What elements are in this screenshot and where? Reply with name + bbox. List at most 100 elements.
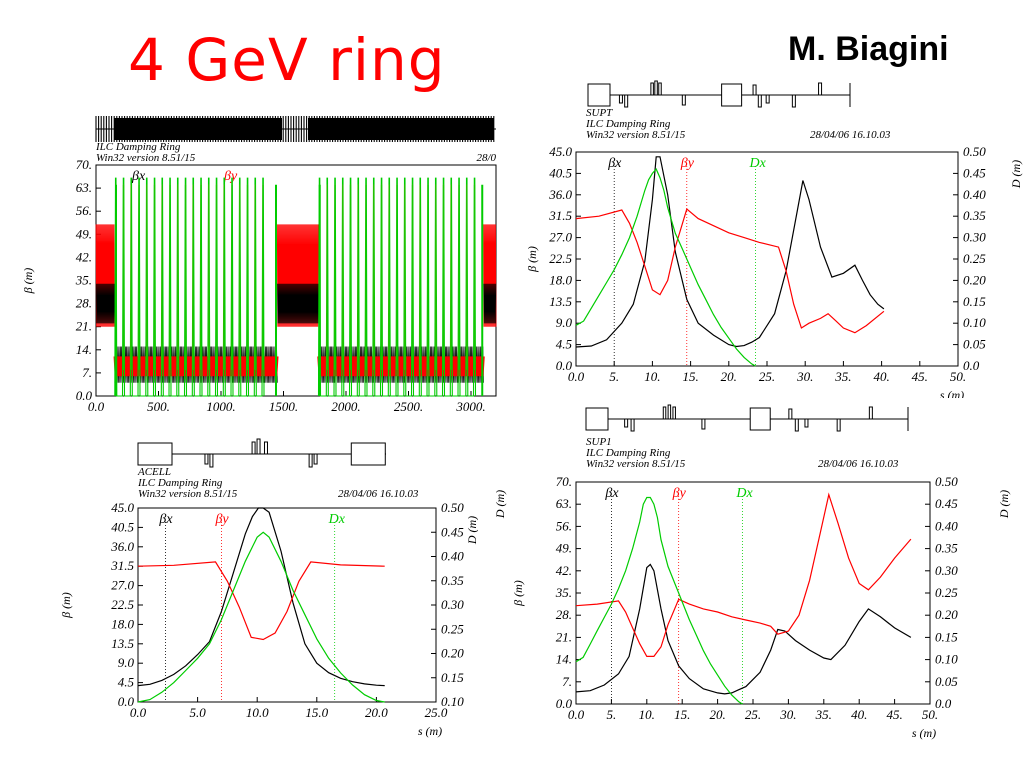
plot-frame <box>575 481 931 705</box>
y2-tick-label: 0.15 <box>441 670 464 685</box>
lattice-quadrupole <box>630 418 635 432</box>
series-line-2 <box>137 561 385 641</box>
y-axis-label: β (m) <box>59 592 73 619</box>
chart-header-line: ILC Damping Ring <box>95 141 181 153</box>
y2-tick-label: 0.0 <box>935 696 952 711</box>
x-tick-label: 5.0 <box>189 705 206 720</box>
lattice-quadrupole <box>757 94 762 108</box>
y-tick-label: 56. <box>556 518 572 533</box>
legend-entry: βy <box>214 512 229 527</box>
y2-tick-label: 0.35 <box>935 541 958 556</box>
x-tick-label: 40. <box>873 369 889 384</box>
x-tick-label: 50. <box>950 369 966 384</box>
y-tick-label: 45.0 <box>549 144 572 159</box>
y2-tick-label: 0.20 <box>935 607 958 622</box>
y-tick-label: 42. <box>76 249 92 264</box>
y2-axis-label: D (m) <box>465 516 478 545</box>
series-line-3 <box>137 531 385 703</box>
legend-entry: βy <box>223 169 238 184</box>
x-tick-label: 15. <box>674 707 690 722</box>
y2-tick-label: 0.50 <box>963 144 986 159</box>
chart-header-line: Win32 version 8.51/15 <box>586 129 686 141</box>
lattice-quadrupole <box>204 453 209 465</box>
y-tick-label: 28. <box>556 607 572 622</box>
y2-tick-label: 0.50 <box>935 474 958 489</box>
chart-date: 28/04/06 16.10.03 <box>338 488 419 500</box>
x-tick-label: 30. <box>796 369 813 384</box>
y-tick-label: 49. <box>76 226 92 241</box>
lattice-quadrupole <box>263 441 268 455</box>
y-tick-label: 18.0 <box>549 272 572 287</box>
y2-tick-label: 0.45 <box>963 165 986 180</box>
y-axis-label: β (m) <box>21 268 35 295</box>
series-line-3 <box>317 177 477 397</box>
series-line-3 <box>575 496 743 705</box>
y2-tick-label: 0.45 <box>441 524 464 539</box>
slide-title: 4 GeV ring <box>128 26 446 94</box>
x-tick-label: 30. <box>779 707 796 722</box>
y-tick-label: 40.5 <box>111 519 134 534</box>
x-tick-label: 10. <box>644 369 660 384</box>
series-line-1 <box>575 563 912 695</box>
y-tick-label: 9.0 <box>556 315 573 330</box>
lattice-quadrupole <box>313 453 318 465</box>
y2-tick-label: 0.10 <box>441 694 464 709</box>
y-tick-label: 70. <box>556 474 572 489</box>
x-tick-label: 5. <box>607 707 617 722</box>
y-tick-label: 14. <box>556 652 572 667</box>
y-tick-label: 36.0 <box>110 539 134 554</box>
y2-tick-label: 0.25 <box>935 585 958 600</box>
y-axis-label: β (m) <box>511 580 525 607</box>
chart-date: 28/0 <box>476 152 496 164</box>
y2-tick-label: 0.10 <box>935 652 958 667</box>
legend-entry: βx <box>604 486 619 501</box>
x-tick-label: 1500. <box>269 399 298 414</box>
y2-tick-label: 0.25 <box>441 621 464 636</box>
y2-tick-label: 0.15 <box>935 629 958 644</box>
y2-tick-label: 0.05 <box>963 337 986 352</box>
lattice-quadrupole <box>868 406 873 420</box>
lattice-dipole <box>749 407 771 431</box>
y-tick-label: 13.5 <box>111 636 134 651</box>
x-tick-label: 20.0 <box>365 705 388 720</box>
x-axis-label: s (m) <box>418 724 442 738</box>
y-tick-label: 0.0 <box>76 388 93 403</box>
legend-entry: Dx <box>749 156 767 171</box>
y2-tick-label: 0.30 <box>935 563 958 578</box>
y-tick-label: 31.5 <box>110 558 134 573</box>
y2-tick-label: 0.30 <box>441 597 464 612</box>
lattice-quadrupole <box>672 406 676 420</box>
y-tick-label: 7. <box>82 365 92 380</box>
chart-date: 28/04/06 16.10.03 <box>818 458 899 470</box>
legend-entry: Dx <box>735 486 753 501</box>
lattice-quadrupole <box>209 453 214 468</box>
lattice-quadrupole <box>251 441 256 455</box>
lattice-quadrupole <box>624 94 629 108</box>
y2-tick-label: 0.35 <box>441 573 464 588</box>
series-line-1 <box>95 283 116 324</box>
legend-entry: βx <box>158 512 173 527</box>
slide-author: M. Biagini <box>788 30 949 68</box>
chart-header-line: ACELL <box>137 466 171 478</box>
y2-tick-label: 0.40 <box>963 187 986 202</box>
y-tick-label: 14. <box>76 342 92 357</box>
y-tick-label: 35. <box>555 585 572 600</box>
y2-tick-label: 0.20 <box>963 272 986 287</box>
legend-entry: βx <box>607 156 622 171</box>
x-tick-label: 45. <box>886 707 902 722</box>
x-tick-label: 0.0 <box>88 399 105 414</box>
y-tick-label: 4.5 <box>556 337 573 352</box>
series-line-1 <box>137 507 385 687</box>
y2-axis-label: D (m) <box>997 490 1011 519</box>
lattice-quadrupole <box>836 418 841 432</box>
y-tick-label: 22.5 <box>549 251 572 266</box>
y-tick-label: 63. <box>76 180 92 195</box>
lattice-quadrupole <box>788 408 793 420</box>
y2-tick-label: 0.40 <box>935 518 958 533</box>
chart-header-line: Win32 version 8.51/15 <box>138 488 238 500</box>
chart-header-line: ILC Damping Ring <box>585 447 671 459</box>
series-line-2 <box>113 356 279 377</box>
x-axis-label: s (m) <box>912 726 936 740</box>
